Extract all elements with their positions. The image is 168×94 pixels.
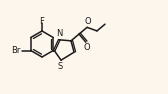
Text: O: O (84, 17, 91, 26)
Text: F: F (39, 17, 45, 25)
Text: Br: Br (11, 46, 20, 55)
Text: O: O (83, 43, 90, 52)
Text: S: S (57, 62, 63, 71)
Text: N: N (56, 29, 62, 38)
